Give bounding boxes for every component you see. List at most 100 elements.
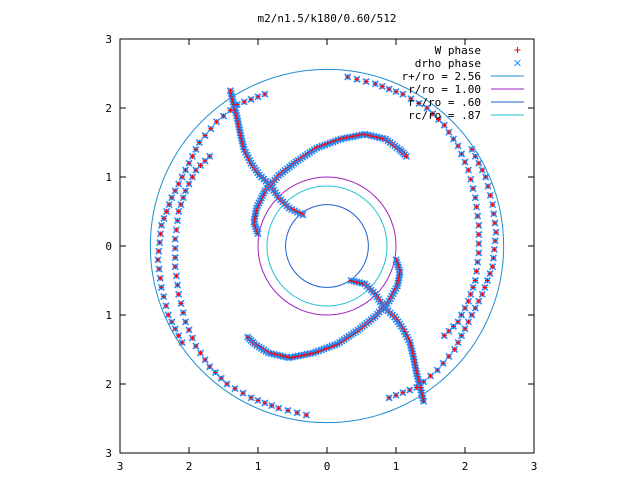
x-tick-label: 1: [255, 460, 262, 473]
data-point: [484, 182, 492, 190]
x-tick-label: 3: [531, 460, 538, 473]
data-point: [247, 394, 255, 402]
data-point: [168, 194, 176, 202]
circle-r-ro-2-56: [149, 68, 505, 424]
data-point: [155, 247, 163, 255]
data-point: [223, 380, 231, 388]
data-point: [247, 95, 255, 103]
data-point: [217, 374, 225, 382]
data-point: [385, 394, 393, 402]
data-point: [467, 290, 475, 298]
data-point: [474, 212, 482, 220]
legend-label: rc/ro = .87: [408, 109, 481, 122]
data-point: [362, 77, 370, 86]
data-point: [475, 297, 483, 305]
data-point: [457, 332, 466, 340]
data-point: [467, 175, 475, 183]
data-point: [392, 88, 400, 96]
data-point: [490, 210, 498, 218]
x-tick-label: 2: [186, 460, 193, 473]
data-point: [475, 240, 483, 248]
data-point: [207, 125, 215, 133]
x-tick-label: 2: [462, 460, 469, 473]
circle-r-ro-60: [285, 204, 369, 288]
data-point: [226, 87, 234, 95]
legend-cross-icon: [514, 59, 521, 67]
data-point: [179, 309, 187, 317]
y-tick-label: 3: [105, 33, 112, 46]
y-tick-label: 3: [105, 447, 112, 460]
data-point: [233, 100, 241, 109]
data-point: [471, 304, 479, 312]
data-point: [420, 378, 428, 386]
data-point: [293, 409, 301, 417]
data-point: [302, 411, 310, 419]
data-point: [420, 397, 428, 405]
data-point: [451, 345, 459, 354]
data-point: [164, 311, 172, 319]
data-point: [478, 290, 486, 298]
data-point: [475, 221, 483, 229]
x-tick-label: 3: [117, 460, 124, 473]
data-point: [413, 383, 421, 392]
data-point: [179, 194, 187, 202]
legend-label: W phase: [435, 44, 481, 57]
data-point: [185, 326, 193, 334]
data-point: [478, 166, 486, 174]
data-point: [461, 325, 469, 333]
x-tick-label: 0: [324, 460, 331, 473]
data-point: [440, 332, 448, 340]
data-point: [415, 99, 423, 107]
data-point: [156, 238, 164, 247]
data-point: [196, 349, 205, 357]
data-point: [157, 221, 165, 229]
y-tick-label: 1: [105, 171, 112, 184]
data-point: [481, 283, 489, 291]
data-point: [239, 143, 248, 151]
data-point: [475, 249, 483, 257]
data-point: [172, 226, 180, 234]
data-point: [445, 352, 453, 360]
y-tick-label: 1: [105, 309, 112, 322]
data-point: [175, 332, 183, 340]
data-point: [491, 237, 499, 245]
data-point: [433, 366, 441, 374]
data-point: [239, 389, 247, 397]
data-point: [490, 245, 498, 254]
data-point: [171, 253, 179, 262]
data-point: [475, 159, 483, 167]
data-point: [155, 265, 163, 273]
data-point: [392, 391, 400, 399]
data-point: [468, 311, 476, 319]
data-point: [157, 283, 165, 291]
data-point: [181, 187, 190, 195]
data-point: [163, 207, 171, 216]
data-point: [439, 359, 447, 367]
data-point: [464, 297, 473, 305]
data-point: [175, 180, 183, 188]
data-point: [426, 372, 435, 380]
data-point: [268, 401, 276, 410]
data-point: [181, 318, 190, 326]
data-point: [284, 406, 292, 415]
data-point: [261, 90, 269, 98]
data-point: [483, 276, 491, 285]
data-point: [188, 173, 197, 181]
data-point: [464, 166, 473, 174]
data-point: [244, 333, 252, 341]
data-point: [160, 293, 168, 301]
data-point: [206, 363, 214, 371]
data-point: [181, 166, 190, 174]
data-point: [171, 325, 179, 333]
data-point: [192, 342, 200, 350]
data-point: [449, 135, 458, 143]
circle-r-ro-1-00: [257, 176, 397, 316]
data-point: [192, 145, 200, 153]
data-point: [226, 106, 234, 114]
data-point: [185, 180, 193, 188]
data-point: [165, 201, 173, 209]
data-point: [219, 112, 228, 120]
data-point: [188, 334, 197, 342]
y-tick-label: 0: [105, 240, 112, 253]
